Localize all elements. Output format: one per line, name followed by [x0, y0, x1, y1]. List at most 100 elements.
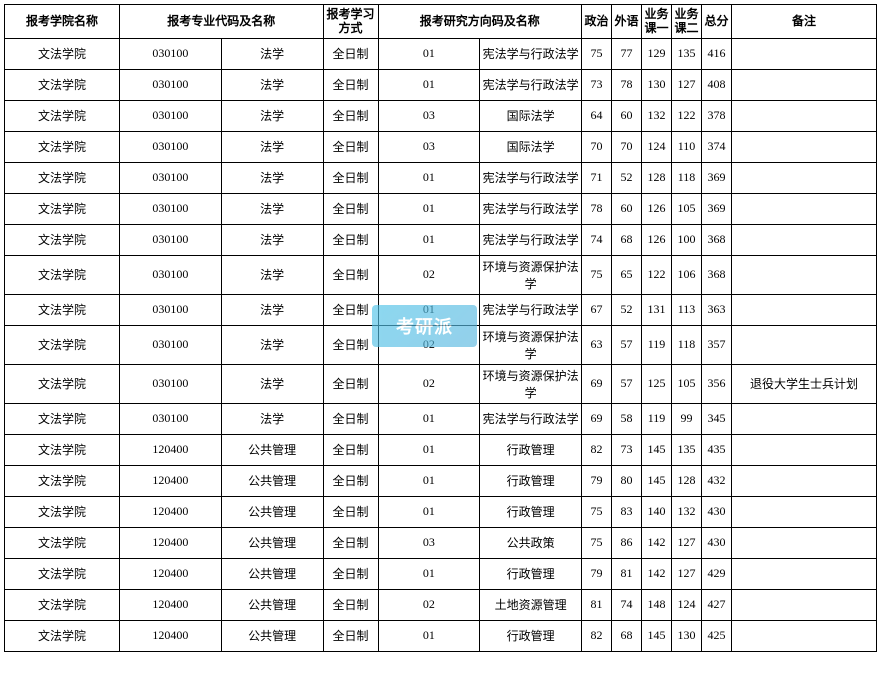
table-row: 文法学院120400公共管理全日制02土地资源管理8174148124427	[5, 589, 877, 620]
table-row: 文法学院030100法学全日制03国际法学6460132122378	[5, 100, 877, 131]
cell-score-subject2: 100	[672, 224, 702, 255]
cell-school: 文法学院	[5, 465, 120, 496]
table-row: 文法学院030100法学全日制03国际法学7070124110374	[5, 131, 877, 162]
cell-remark	[732, 325, 877, 364]
cell-score-subject1: 119	[642, 403, 672, 434]
cell-major-code: 030100	[120, 224, 222, 255]
cell-score-subject1: 145	[642, 620, 672, 651]
cell-direction-code: 03	[378, 527, 480, 558]
cell-score-politics: 74	[582, 224, 612, 255]
col-header-politics: 政治	[582, 5, 612, 39]
cell-score-total: 369	[702, 162, 732, 193]
cell-remark	[732, 496, 877, 527]
cell-direction-code: 01	[378, 193, 480, 224]
col-header-foreign: 外语	[612, 5, 642, 39]
cell-score-subject1: 125	[642, 364, 672, 403]
table-row: 文法学院120400公共管理全日制01行政管理7980145128432	[5, 465, 877, 496]
cell-study-mode: 全日制	[323, 100, 378, 131]
table-row: 文法学院120400公共管理全日制01行政管理8273145135435	[5, 434, 877, 465]
cell-remark	[732, 38, 877, 69]
cell-study-mode: 全日制	[323, 69, 378, 100]
col-header-mode: 报考学习方式	[323, 5, 378, 39]
cell-score-subject2: 124	[672, 589, 702, 620]
table-row: 文法学院030100法学全日制01宪法学与行政法学7860126105369	[5, 193, 877, 224]
cell-score-politics: 67	[582, 294, 612, 325]
cell-study-mode: 全日制	[323, 403, 378, 434]
cell-score-subject1: 142	[642, 558, 672, 589]
cell-score-subject1: 119	[642, 325, 672, 364]
cell-major-code: 030100	[120, 69, 222, 100]
cell-score-foreign: 83	[612, 496, 642, 527]
cell-study-mode: 全日制	[323, 620, 378, 651]
cell-major-code: 030100	[120, 325, 222, 364]
cell-study-mode: 全日制	[323, 224, 378, 255]
cell-score-foreign: 60	[612, 100, 642, 131]
cell-score-total: 430	[702, 496, 732, 527]
cell-score-subject2: 132	[672, 496, 702, 527]
cell-direction-name: 行政管理	[480, 620, 582, 651]
cell-school: 文法学院	[5, 403, 120, 434]
cell-direction-code: 01	[378, 224, 480, 255]
cell-score-politics: 75	[582, 38, 612, 69]
cell-direction-name: 环境与资源保护法学	[480, 255, 582, 294]
cell-major-name: 法学	[221, 193, 323, 224]
col-header-school: 报考学院名称	[5, 5, 120, 39]
cell-school: 文法学院	[5, 224, 120, 255]
cell-score-politics: 63	[582, 325, 612, 364]
cell-major-name: 法学	[221, 38, 323, 69]
cell-score-politics: 79	[582, 558, 612, 589]
cell-school: 文法学院	[5, 294, 120, 325]
cell-remark	[732, 527, 877, 558]
cell-score-subject2: 118	[672, 162, 702, 193]
cell-score-total: 427	[702, 589, 732, 620]
cell-school: 文法学院	[5, 558, 120, 589]
cell-study-mode: 全日制	[323, 294, 378, 325]
cell-direction-code: 01	[378, 69, 480, 100]
cell-score-foreign: 58	[612, 403, 642, 434]
cell-study-mode: 全日制	[323, 434, 378, 465]
cell-remark	[732, 224, 877, 255]
cell-score-total: 430	[702, 527, 732, 558]
cell-score-foreign: 77	[612, 38, 642, 69]
cell-remark	[732, 162, 877, 193]
col-header-subject2: 业务课二	[672, 5, 702, 39]
cell-score-total: 368	[702, 224, 732, 255]
cell-score-subject1: 122	[642, 255, 672, 294]
cell-school: 文法学院	[5, 620, 120, 651]
cell-direction-code: 01	[378, 403, 480, 434]
cell-direction-name: 宪法学与行政法学	[480, 69, 582, 100]
cell-direction-code: 01	[378, 38, 480, 69]
cell-score-subject1: 124	[642, 131, 672, 162]
table-row: 文法学院120400公共管理全日制03公共政策7586142127430	[5, 527, 877, 558]
cell-score-total: 416	[702, 38, 732, 69]
cell-school: 文法学院	[5, 589, 120, 620]
cell-direction-code: 01	[378, 162, 480, 193]
cell-remark	[732, 255, 877, 294]
table-row: 文法学院030100法学全日制01宪法学与行政法学7468126100368	[5, 224, 877, 255]
cell-major-name: 法学	[221, 131, 323, 162]
cell-score-total: 363	[702, 294, 732, 325]
cell-direction-code: 03	[378, 100, 480, 131]
cell-major-name: 法学	[221, 255, 323, 294]
cell-score-total: 378	[702, 100, 732, 131]
cell-score-politics: 64	[582, 100, 612, 131]
cell-score-total: 368	[702, 255, 732, 294]
cell-score-subject2: 118	[672, 325, 702, 364]
cell-score-foreign: 70	[612, 131, 642, 162]
cell-major-code: 030100	[120, 131, 222, 162]
cell-score-subject2: 110	[672, 131, 702, 162]
cell-major-name: 法学	[221, 69, 323, 100]
cell-score-politics: 78	[582, 193, 612, 224]
cell-score-total: 357	[702, 325, 732, 364]
cell-direction-name: 宪法学与行政法学	[480, 162, 582, 193]
cell-score-politics: 69	[582, 403, 612, 434]
cell-direction-name: 宪法学与行政法学	[480, 403, 582, 434]
cell-major-code: 030100	[120, 403, 222, 434]
cell-study-mode: 全日制	[323, 255, 378, 294]
cell-direction-code: 02	[378, 255, 480, 294]
cell-study-mode: 全日制	[323, 589, 378, 620]
cell-score-subject1: 126	[642, 193, 672, 224]
cell-score-total: 429	[702, 558, 732, 589]
col-header-major: 报考专业代码及名称	[120, 5, 324, 39]
cell-direction-name: 公共政策	[480, 527, 582, 558]
